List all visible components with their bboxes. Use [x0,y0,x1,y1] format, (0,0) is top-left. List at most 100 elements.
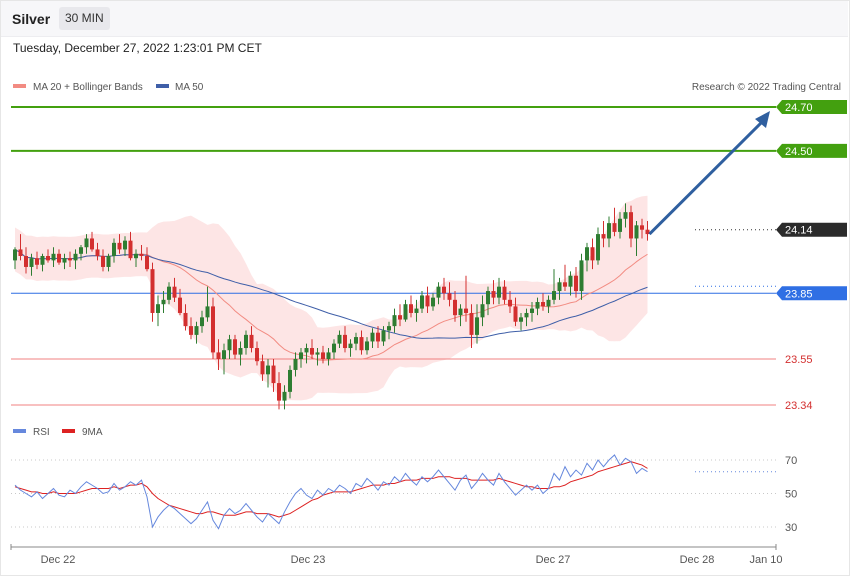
candle-body [475,317,479,335]
rsi-line [14,454,648,530]
candle-body [304,348,309,353]
candle-body [337,334,342,344]
x-tick-label: Dec 27 [536,554,571,566]
price-panel: 24.70 24.50 24.14 23.85 23.55 23.34 [11,100,847,412]
candle-body [189,326,193,335]
candle-body [354,337,358,344]
rsi-panel: 70 50 30 [11,454,797,534]
credit-text: Research © 2022 Trading Central [692,82,841,93]
candle-body [376,332,380,342]
candle-body [398,315,402,320]
candle-body [508,299,512,307]
candle-body [607,223,611,239]
candle-body [24,256,28,267]
candle-body [497,286,501,298]
candle-body [596,234,600,261]
candle-body [40,256,45,265]
candle-body [447,293,452,300]
ma50-legend-label: MA 50 [175,82,204,93]
candle-body [282,391,287,401]
bollinger-band-area [15,195,648,401]
candle-body [414,308,419,313]
x-tick-label: Jan 10 [749,554,782,566]
candle-body [227,339,232,351]
candle-body [392,315,397,327]
candle-body [266,365,270,375]
ma20-legend-swatch [13,84,26,88]
candle-body [634,225,639,239]
candle-body [112,242,116,256]
candle-body [134,253,138,259]
candle-body [513,306,518,322]
candle-body [552,291,556,300]
candle-body [315,352,320,355]
candle-body [557,282,562,292]
candle-body [29,258,34,267]
candle-body [530,308,534,313]
candle-body [18,249,23,256]
candle-body [469,312,474,335]
candle-body [442,286,446,294]
candle-body [491,291,496,298]
candle-body [403,304,408,320]
candle-body [13,249,17,261]
chart-datetime: Tuesday, December 27, 2022 1:23:01 PM CE… [13,41,262,55]
candle-body [524,312,529,318]
last-level-label: 24.14 [785,225,813,237]
candle-body [343,334,347,349]
candle-body [62,258,67,263]
candle-body [425,295,430,307]
candle-body [409,304,413,313]
candle-body [277,383,281,401]
candle-body [640,225,644,230]
candle-body [563,282,567,287]
ma50-line [14,248,648,339]
last-level-tag [776,222,847,237]
candle-body [139,253,144,256]
candle-body [519,317,523,322]
candle-body [645,229,650,235]
candle-body [260,361,265,375]
candle-body [321,352,325,359]
candle-body [480,304,485,318]
candle-body [73,253,78,261]
candle-body [310,348,314,355]
rsi-tick-label: 30 [785,522,797,534]
rsi-tick-label: 70 [785,455,797,467]
candle-body [293,358,298,370]
candle-body [233,339,237,355]
rsi-tick-label: 50 [785,489,797,501]
candle-body [348,343,353,349]
pivot-level-tag [776,286,847,301]
rsi-legend-swatch [13,429,26,433]
candle-body [249,334,254,349]
projection-arrow-head [755,111,770,128]
candle-body [288,369,292,392]
ma50-legend-swatch [156,84,169,88]
x-tick-label: Dec 23 [291,554,326,566]
support-level-label: 23.55 [785,354,813,366]
candle-body [332,343,336,353]
candle-body [57,253,61,263]
candle-body [194,326,199,335]
candle-body [299,352,303,359]
candle-body [150,269,155,313]
candle-body [167,286,171,300]
timeframe-selector[interactable]: 30 MIN [59,7,110,30]
candle-body [623,212,628,219]
target-level-label: 24.50 [785,146,813,158]
candle-body [178,297,182,313]
candle-body [172,286,177,298]
candle-body [585,247,589,261]
target-level-label: 24.70 [785,102,813,114]
rsi-legend-label: RSI [33,427,50,438]
candle-body [381,330,386,342]
candle-body [568,275,573,287]
candle-body [145,256,149,270]
candle-body [431,297,435,307]
rsi-ma-legend-swatch [62,429,75,433]
candle-body [222,350,226,359]
candle-body [35,258,39,265]
projection-arrow-shaft [648,116,768,236]
candle-body [84,238,89,248]
